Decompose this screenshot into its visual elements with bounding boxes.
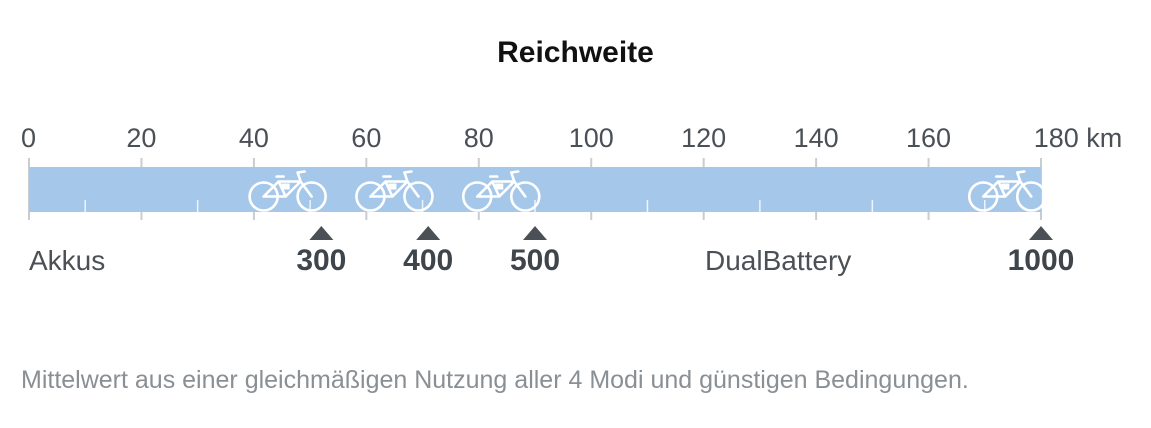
- range-chart: 0 20 40 60 80 100 120 140 160 180 km 300 400 500 100…: [21, 123, 1123, 277]
- akkus-label: Akkus: [29, 245, 105, 276]
- marker-500: [523, 226, 547, 240]
- tick-label-40: 40: [239, 123, 269, 153]
- tick-label-80: 80: [464, 123, 494, 153]
- tick-label-20: 20: [126, 123, 156, 153]
- bike-icon: [248, 170, 327, 212]
- battery-label-1000: 1000: [1008, 244, 1075, 277]
- tick-label-160: 160: [906, 123, 951, 153]
- tick-label-180: 180 km: [1034, 123, 1123, 153]
- battery-markers: 300 400 500 1000: [296, 226, 1074, 277]
- dualbattery-label: DualBattery: [705, 245, 851, 276]
- bike-icon: [461, 170, 541, 212]
- chart-title: Reichweite: [497, 36, 654, 69]
- bike-icon: [967, 170, 1047, 212]
- bike-icon: [355, 170, 434, 212]
- tick-label-60: 60: [351, 123, 381, 153]
- battery-label-500: 500: [510, 244, 560, 277]
- tick-label-140: 140: [794, 123, 839, 153]
- bike-icons: [248, 170, 1047, 212]
- tick-label-120: 120: [681, 123, 726, 153]
- footnote: Mittelwert aus einer gleichmäßigen Nutzu…: [21, 366, 969, 394]
- marker-400: [416, 226, 441, 240]
- tick-label-100: 100: [569, 123, 614, 153]
- battery-label-400: 400: [403, 244, 453, 277]
- tick-label-0: 0: [21, 123, 36, 153]
- battery-label-300: 300: [296, 244, 346, 277]
- marker-300: [309, 226, 334, 240]
- marker-1000: [1029, 226, 1053, 240]
